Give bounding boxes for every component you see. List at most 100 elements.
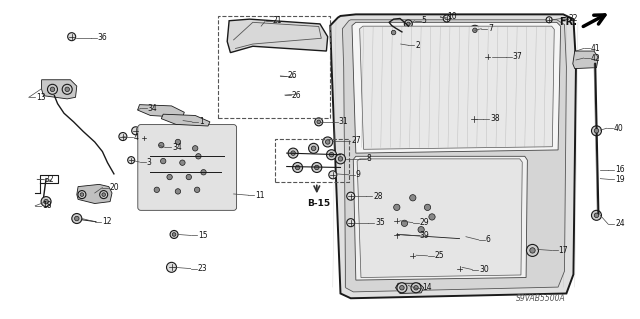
Circle shape <box>410 195 416 201</box>
Circle shape <box>468 114 479 124</box>
Circle shape <box>530 248 535 253</box>
Text: 19: 19 <box>615 175 625 184</box>
Text: 39: 39 <box>420 231 429 240</box>
Polygon shape <box>42 80 77 99</box>
Circle shape <box>527 244 538 256</box>
Circle shape <box>119 132 127 141</box>
Circle shape <box>325 140 330 144</box>
Circle shape <box>65 87 70 92</box>
Circle shape <box>172 185 184 197</box>
Circle shape <box>201 170 206 175</box>
Circle shape <box>132 127 140 135</box>
Circle shape <box>177 157 188 169</box>
Text: 20: 20 <box>109 183 119 192</box>
Text: 26: 26 <box>287 71 297 80</box>
Circle shape <box>74 216 79 221</box>
Circle shape <box>68 33 76 41</box>
Circle shape <box>323 137 333 147</box>
Text: 26: 26 <box>292 91 301 100</box>
Circle shape <box>183 171 195 183</box>
Circle shape <box>409 252 417 260</box>
Circle shape <box>198 166 209 178</box>
Circle shape <box>292 162 303 173</box>
Text: 32: 32 <box>44 175 54 184</box>
Text: 1: 1 <box>199 117 204 126</box>
Circle shape <box>314 165 319 170</box>
Circle shape <box>154 187 159 192</box>
Text: 37: 37 <box>513 52 522 61</box>
Circle shape <box>193 150 204 162</box>
Text: 5: 5 <box>422 16 427 25</box>
Circle shape <box>470 25 480 35</box>
Polygon shape <box>330 14 576 298</box>
Text: 21: 21 <box>273 16 282 25</box>
Circle shape <box>591 126 602 136</box>
Text: 24: 24 <box>615 219 625 228</box>
Text: 38: 38 <box>490 114 500 123</box>
Circle shape <box>311 146 316 151</box>
Text: 11: 11 <box>255 191 265 200</box>
Text: B-15: B-15 <box>307 199 330 208</box>
Circle shape <box>391 30 396 35</box>
Circle shape <box>295 165 300 170</box>
Circle shape <box>72 213 82 224</box>
Circle shape <box>175 139 180 145</box>
Text: 6: 6 <box>486 235 491 244</box>
Circle shape <box>424 204 431 211</box>
Text: 40: 40 <box>614 124 623 133</box>
Text: 17: 17 <box>559 246 568 255</box>
Circle shape <box>164 171 175 183</box>
Circle shape <box>191 184 203 196</box>
Circle shape <box>397 216 412 230</box>
Circle shape <box>161 159 166 164</box>
Circle shape <box>151 184 163 196</box>
Polygon shape <box>353 156 527 280</box>
Circle shape <box>406 22 410 26</box>
Circle shape <box>401 220 408 226</box>
Circle shape <box>44 199 49 204</box>
Polygon shape <box>161 114 210 126</box>
Circle shape <box>326 150 337 160</box>
Circle shape <box>128 157 134 164</box>
Circle shape <box>388 27 399 38</box>
Circle shape <box>157 155 169 167</box>
Text: 34: 34 <box>148 104 157 113</box>
Text: 33: 33 <box>184 140 194 149</box>
Circle shape <box>411 283 421 293</box>
Circle shape <box>429 214 435 220</box>
Circle shape <box>347 219 355 227</box>
Text: 3: 3 <box>147 158 152 167</box>
Circle shape <box>196 154 201 159</box>
Circle shape <box>80 193 84 197</box>
Circle shape <box>329 171 337 179</box>
Circle shape <box>78 190 86 199</box>
Text: 4: 4 <box>134 133 139 142</box>
Text: 13: 13 <box>36 93 45 102</box>
Circle shape <box>404 20 412 28</box>
Text: 30: 30 <box>479 265 489 274</box>
Circle shape <box>172 233 176 236</box>
Circle shape <box>172 136 184 148</box>
Polygon shape <box>227 19 328 53</box>
Circle shape <box>62 84 72 94</box>
Circle shape <box>591 210 602 220</box>
Text: 16: 16 <box>615 165 625 174</box>
Text: 29: 29 <box>420 218 429 227</box>
Text: S9VAB5500A: S9VAB5500A <box>516 294 566 303</box>
Circle shape <box>291 151 296 155</box>
Circle shape <box>414 223 428 237</box>
Text: 22: 22 <box>569 14 579 23</box>
Circle shape <box>393 231 401 240</box>
Circle shape <box>308 143 319 153</box>
Text: 35: 35 <box>375 218 385 227</box>
Circle shape <box>406 191 420 205</box>
Circle shape <box>167 174 172 180</box>
Text: 25: 25 <box>435 251 444 260</box>
Circle shape <box>393 217 401 225</box>
Circle shape <box>180 160 185 165</box>
Text: 34: 34 <box>172 143 182 152</box>
Polygon shape <box>360 26 554 149</box>
FancyBboxPatch shape <box>138 125 237 210</box>
Text: 27: 27 <box>351 137 361 145</box>
Circle shape <box>472 28 477 33</box>
